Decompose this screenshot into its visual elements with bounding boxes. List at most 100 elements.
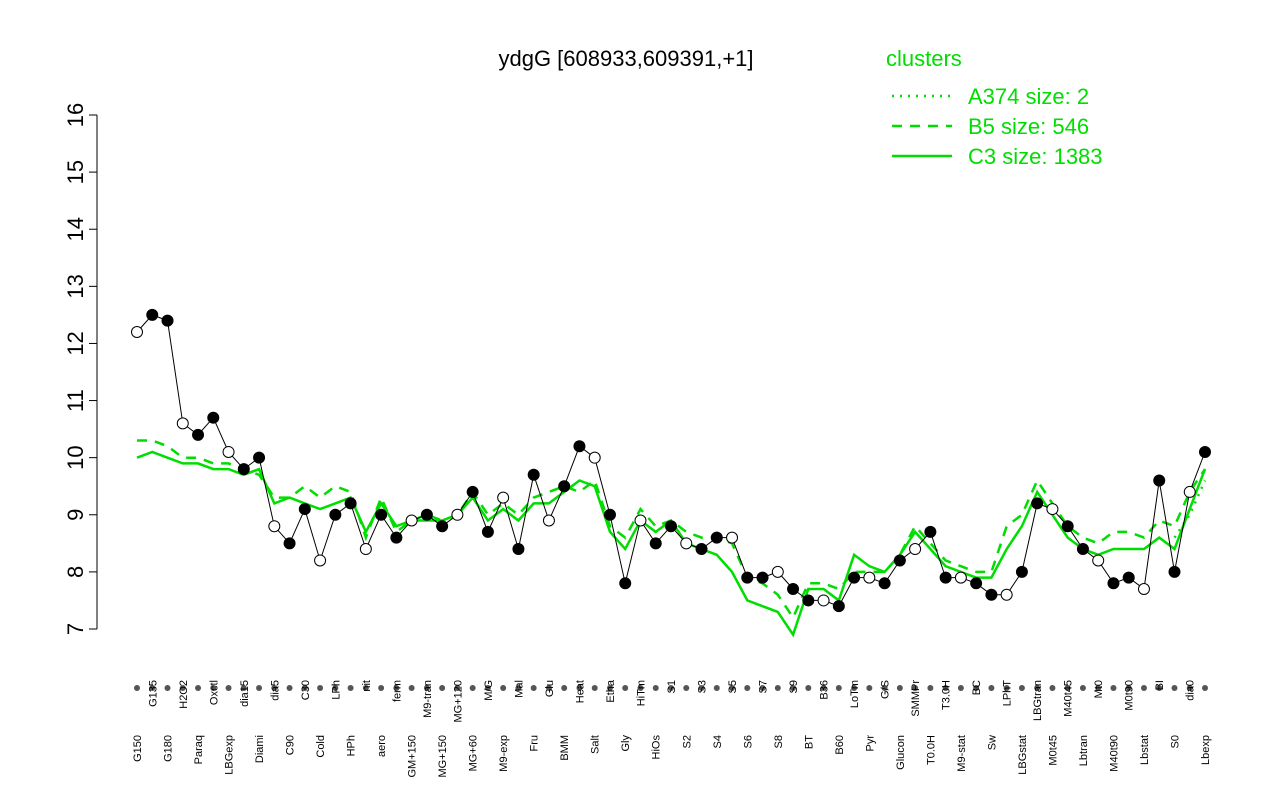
x-dot	[347, 685, 354, 691]
x-dot	[606, 685, 613, 691]
x-dot	[866, 685, 873, 691]
x-dot	[515, 685, 522, 691]
x-tick-label: HiTm	[635, 680, 647, 706]
point	[1153, 474, 1166, 487]
point	[405, 514, 418, 527]
x-dot	[729, 685, 736, 691]
x-dot	[851, 685, 858, 691]
x-dot	[408, 685, 415, 691]
point	[771, 565, 784, 578]
x-dot	[1049, 685, 1056, 691]
x-dot	[698, 685, 705, 691]
x-dot	[439, 685, 446, 691]
y-tick-label: 10	[63, 445, 88, 469]
x-dot	[210, 685, 217, 691]
point	[603, 508, 616, 521]
x-tick-label: Cold	[315, 735, 327, 758]
x-tick-label: HiOs	[651, 735, 663, 760]
x-dot	[591, 685, 598, 691]
point	[588, 451, 601, 464]
x-dot	[683, 685, 690, 691]
x-tick-label: T0.0H	[925, 735, 937, 765]
x-tick-label: M0t45	[1047, 735, 1059, 766]
x-dot	[271, 685, 278, 691]
x-tick-label: SMMPr	[910, 680, 922, 717]
point	[1076, 543, 1089, 556]
x-dot	[652, 685, 659, 691]
point	[512, 543, 525, 556]
point	[527, 468, 540, 481]
x-tick-label: Mt0	[1093, 680, 1105, 698]
point	[481, 525, 494, 538]
gene-line	[136, 314, 1206, 607]
x-dot	[973, 685, 980, 691]
point	[1137, 583, 1150, 596]
x-tick-label: G135	[147, 680, 159, 707]
point	[649, 537, 662, 550]
x-tick-label: S0	[1169, 735, 1181, 748]
x-tick-label: dia5	[269, 680, 281, 701]
point	[420, 508, 433, 521]
x-tick-label: Oxctl	[208, 680, 220, 705]
x-dot	[469, 685, 476, 691]
point	[298, 503, 311, 516]
point	[954, 571, 967, 584]
y-tick-label: 7	[63, 623, 88, 635]
x-tick-label: Paraq	[193, 735, 205, 764]
x-dot	[225, 685, 232, 691]
x-dot	[149, 685, 156, 691]
point	[1015, 565, 1028, 578]
x-tick-label: HPh	[346, 735, 358, 756]
x-tick-label: LoTm	[849, 680, 861, 708]
x-dot	[362, 685, 369, 691]
x-tick-label: B36	[819, 680, 831, 700]
y-tick-label: 12	[63, 331, 88, 355]
point	[1031, 497, 1044, 510]
x-tick-label: S2	[681, 735, 693, 748]
x-tick-label: aero	[376, 735, 388, 757]
point	[283, 537, 296, 550]
point	[665, 520, 677, 533]
point	[222, 445, 235, 458]
x-tick-label: nit	[361, 680, 373, 692]
x-dot	[576, 685, 583, 691]
x-tick-label: BMM	[559, 735, 571, 761]
point	[176, 417, 189, 430]
point	[390, 531, 403, 544]
point	[1000, 588, 1013, 601]
x-tick-label: Diami	[254, 735, 266, 763]
x-tick-label: GM+150	[407, 735, 419, 778]
x-dot	[1140, 685, 1147, 691]
point	[1107, 577, 1120, 590]
point	[131, 326, 143, 339]
x-tick-label: S3	[697, 680, 709, 693]
x-dot	[423, 685, 430, 691]
x-tick-label: Heat	[574, 680, 586, 703]
x-dot	[820, 685, 827, 691]
x-tick-label: Glu	[544, 680, 556, 697]
x-dot	[530, 685, 537, 691]
x-dot	[1110, 685, 1117, 691]
x-tick-label: MG+150	[437, 735, 449, 778]
point	[1168, 565, 1181, 578]
x-dot	[378, 685, 385, 691]
x-dot	[1064, 685, 1071, 691]
x-dot	[164, 685, 171, 691]
x-tick-label: M9-tran	[422, 680, 434, 718]
x-tick-label: LBGstat	[1017, 735, 1029, 775]
point	[634, 514, 647, 527]
x-dot	[1186, 685, 1193, 691]
x-tick-label: Lbexp	[1200, 735, 1212, 765]
y-tick-label: 11	[63, 389, 88, 412]
point	[726, 531, 739, 544]
x-dot	[942, 685, 949, 691]
x-dot	[805, 685, 812, 691]
point	[344, 497, 357, 510]
x-tick-label: Fru	[529, 735, 541, 752]
legend-title: clusters	[886, 46, 962, 71]
x-tick-label: Lbstat	[1139, 735, 1151, 765]
x-dot	[927, 685, 934, 691]
point	[863, 571, 876, 584]
x-dot	[835, 685, 842, 691]
